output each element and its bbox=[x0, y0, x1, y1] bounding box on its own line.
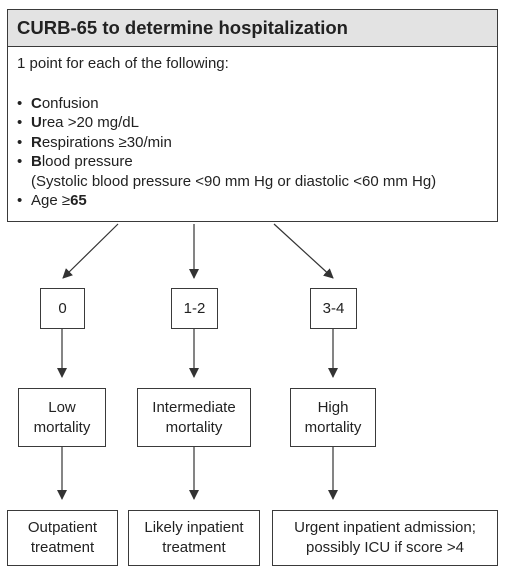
intermediate-mortality-box: Intermediate mortality bbox=[137, 388, 251, 447]
criterion-text: espirations ≥30/min bbox=[41, 133, 172, 151]
disposition-label: Outpatient treatment bbox=[27, 519, 98, 556]
criterion-text: rea >20 mg/dL bbox=[41, 114, 139, 131]
low-mortality-box: Low mortality bbox=[18, 388, 106, 447]
mortality-label: Low mortality bbox=[33, 398, 91, 436]
criterion-note: (Systolic blood pressure <90 mm Hg or di… bbox=[31, 172, 437, 190]
mortality-label: High mortality bbox=[304, 398, 362, 436]
criterion-confusion: • Confusion bbox=[17, 94, 488, 114]
bullet-icon: • bbox=[17, 192, 23, 209]
criteria-list: • Confusion • Urea >20 mg/dL • Respirations… bbox=[17, 94, 488, 211]
bullet-icon: • bbox=[17, 153, 23, 170]
disposition-label: Urgent inpatient admission; possibly ICU… bbox=[294, 519, 476, 556]
diagram-title: CURB-65 to determine hospitalization bbox=[7, 9, 498, 47]
criterion-text: onfusion bbox=[41, 94, 99, 112]
criterion-age: • Age ≥65 bbox=[17, 191, 488, 211]
urgent-inpatient-box: Urgent inpatient admission; possibly ICU… bbox=[272, 510, 498, 566]
score-label: 1-2 bbox=[183, 299, 206, 317]
mortality-label: Intermediate mortality bbox=[152, 398, 236, 436]
criterion-letter: B bbox=[31, 153, 42, 170]
criterion-age-value: 65 bbox=[70, 192, 87, 209]
bullet-icon: • bbox=[17, 94, 23, 112]
arrow-to-score-0 bbox=[62, 223, 119, 279]
disposition-label: Likely inpatient treatment bbox=[144, 519, 244, 556]
criterion-blood-pressure: • Blood pressure (Systolic blood pressure … bbox=[17, 152, 488, 191]
criterion-letter: C bbox=[31, 94, 42, 112]
score-label: 3-4 bbox=[322, 299, 345, 317]
criterion-respirations: • Respirations ≥30/min bbox=[17, 133, 488, 153]
bullet-icon: • bbox=[17, 114, 23, 131]
bullet-icon: • bbox=[17, 133, 23, 151]
criterion-text: lood pressure bbox=[41, 153, 133, 170]
high-mortality-box: High mortality bbox=[290, 388, 376, 447]
outpatient-box: Outpatient treatment bbox=[7, 510, 118, 566]
score-label: 0 bbox=[58, 299, 67, 317]
score-box-1-2: 1-2 bbox=[171, 288, 218, 329]
score-box-3-4: 3-4 bbox=[310, 288, 357, 329]
criterion-urea: • Urea >20 mg/dL bbox=[17, 113, 488, 133]
score-box-0: 0 bbox=[40, 288, 85, 329]
criteria-intro: 1 point for each of the following: bbox=[17, 55, 229, 72]
likely-inpatient-box: Likely inpatient treatment bbox=[128, 510, 260, 566]
criterion-letter: U bbox=[31, 114, 42, 131]
arrow-to-score-3-4 bbox=[273, 223, 334, 279]
criteria-box: 1 point for each of the following: • Conf… bbox=[7, 46, 498, 222]
criterion-letter: R bbox=[31, 133, 42, 151]
criterion-text: Age ≥ bbox=[31, 192, 71, 209]
